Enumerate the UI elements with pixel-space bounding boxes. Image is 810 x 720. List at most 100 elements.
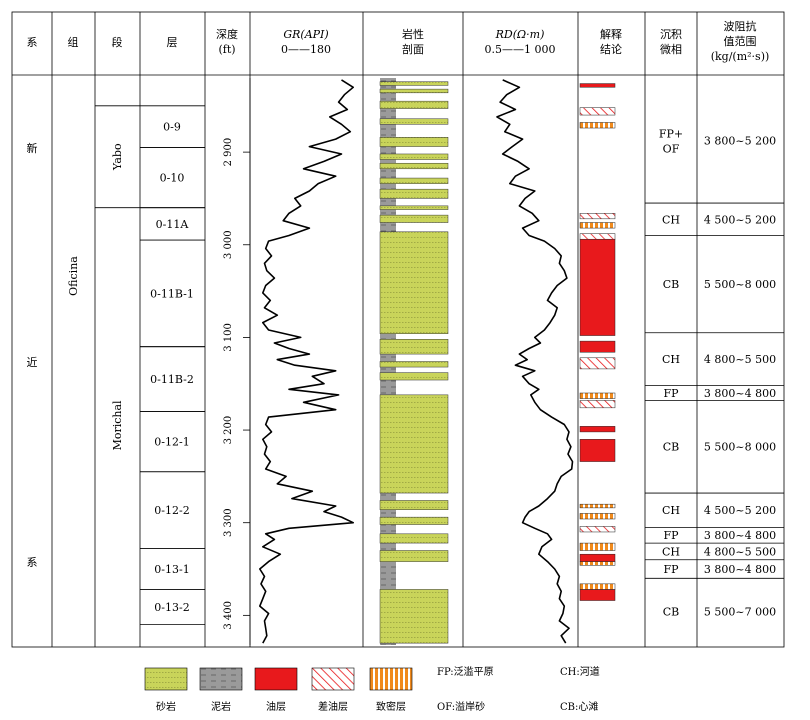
section-name: Morichal <box>111 400 124 450</box>
system-char: 系 <box>27 556 38 569</box>
header-interpretation-2: 结论 <box>600 42 622 56</box>
sandstone-bed <box>379 162 449 170</box>
sandstone-bed <box>379 188 449 199</box>
sandstone-bed <box>379 137 449 147</box>
poor-oil-layer <box>579 233 616 240</box>
interpretation-track <box>579 83 616 601</box>
facies-label: CH <box>662 213 680 226</box>
header-rd-range: 0.5——1 000 <box>485 43 556 56</box>
sandstone-bed <box>379 177 449 184</box>
legend-swatch-poor-oil <box>311 667 355 691</box>
impedance-range: 5 500~8 000 <box>704 441 776 454</box>
oil-layer <box>579 439 616 462</box>
section-name: Yabo <box>111 143 124 171</box>
facies-label: FP+ <box>659 128 683 141</box>
legend-label-sandstone: 砂岩 <box>156 700 176 713</box>
section-column: Yabo Morichal <box>95 105 140 450</box>
layer-name: 0-12-2 <box>154 504 189 517</box>
header-gr: GR(API) <box>283 28 328 41</box>
header-gr-range: 0——180 <box>281 43 331 56</box>
poor-oil-layer <box>579 107 616 116</box>
facies-label: FP <box>663 387 679 400</box>
facies-label: OF <box>663 143 680 156</box>
legend-note-cb: CB:心滩 <box>560 700 598 713</box>
sandstone-bed <box>379 339 449 355</box>
oil-layer <box>579 238 616 336</box>
gr-log-track <box>259 79 354 644</box>
impedance-range: 4 500~5 200 <box>704 504 776 517</box>
legend: 砂岩 泥岩 油层 差油层 致密层 FP:泛滥平原 CH:河道 OF:溢岸砂 CB… <box>144 665 600 713</box>
legend-note-of: OF:溢岸砂 <box>437 700 485 713</box>
tight-layer <box>579 542 616 551</box>
impedance-range: 3 800~4 800 <box>704 529 776 542</box>
sandstone-bed <box>379 516 449 525</box>
header-impedance-2: 值范围 <box>724 34 757 48</box>
legend-note-fp: FP:泛滥平原 <box>437 665 494 678</box>
layer-name: 0-11A <box>156 218 190 231</box>
sandstone-bed <box>379 589 449 644</box>
impedance-range: 4 800~5 500 <box>704 353 776 366</box>
sandstone-bed <box>379 205 449 210</box>
header-layer: 层 <box>167 36 178 49</box>
tight-layer <box>579 222 616 229</box>
rd-log-track <box>496 79 574 644</box>
impedance-range: 5 500~8 000 <box>704 278 776 291</box>
oil-layer <box>579 589 616 601</box>
oil-layer <box>579 426 616 433</box>
sandstone-bed <box>379 550 449 562</box>
header-impedance: 波阻抗 <box>724 19 757 33</box>
sandstone-bed <box>379 372 449 381</box>
depth-tick-label: 3 300 <box>223 508 234 537</box>
sandstone-bed <box>379 394 449 494</box>
facies-label: CH <box>662 353 680 366</box>
impedance-column: 3 800~5 200 4 500~5 200 5 500~8 000 4 800~5… <box>704 135 776 619</box>
facies-column: FP+ OF CH CB CH FP CB CH FP CH FP CB <box>645 128 784 619</box>
sandstone-bed <box>379 81 449 86</box>
oil-layer <box>579 553 616 562</box>
table-header: 系 组 段 层 深度 (ft) GR(API) 0——180 岩性 剖面 RD(… <box>27 19 770 63</box>
facies-label: CB <box>663 441 680 454</box>
layer-name: 0-12-1 <box>154 436 189 449</box>
tight-layer <box>579 561 616 566</box>
impedance-range: 4 800~5 500 <box>704 545 776 558</box>
sandstone-bed <box>379 214 449 223</box>
facies-label: CB <box>663 606 680 619</box>
impedance-range: 3 800~4 800 <box>704 563 776 576</box>
header-facies: 沉积 <box>660 28 682 41</box>
legend-swatch-mudstone <box>199 667 243 691</box>
tight-layer <box>579 583 616 590</box>
poor-oil-layer <box>579 400 616 409</box>
header-lithology: 岩性 <box>402 27 424 41</box>
system-column: 新 近 系 <box>27 141 38 569</box>
sandstone-bed <box>379 153 449 160</box>
sandstone-bed <box>379 231 449 334</box>
depth-axis: 2 900 3 000 3 100 3 200 3 300 3 400 <box>223 78 251 645</box>
lithology-track <box>379 78 449 645</box>
impedance-range: 4 500~5 200 <box>704 213 776 226</box>
depth-tick-label: 3 400 <box>223 601 234 630</box>
depth-tick-label: 3 100 <box>223 323 234 352</box>
header-depth: 深度 <box>216 27 238 41</box>
tight-layer <box>579 122 616 129</box>
legend-swatch-oil <box>254 667 298 691</box>
legend-label-tight: 致密层 <box>376 700 406 713</box>
sandstone-bed <box>379 361 449 368</box>
poor-oil-layer <box>579 213 616 220</box>
tight-layer <box>579 513 616 520</box>
gr-curve <box>259 79 354 644</box>
header-system: 系 <box>27 36 38 49</box>
facies-label: CH <box>662 545 680 558</box>
layer-name: 0-11B-1 <box>150 287 194 300</box>
layer-name: 0-13-2 <box>154 601 189 614</box>
header-interpretation: 解释 <box>600 27 622 41</box>
oil-layer <box>579 340 616 353</box>
layer-name: 0-11B-2 <box>150 373 194 386</box>
legend-swatch-sandstone <box>144 667 188 691</box>
layer-name: 0-9 <box>163 121 181 134</box>
impedance-range: 3 800~4 800 <box>704 387 776 400</box>
sandstone-bed <box>379 88 449 94</box>
sandstone-bed <box>379 100 449 109</box>
facies-label: FP <box>663 563 679 576</box>
system-char: 近 <box>27 356 38 369</box>
